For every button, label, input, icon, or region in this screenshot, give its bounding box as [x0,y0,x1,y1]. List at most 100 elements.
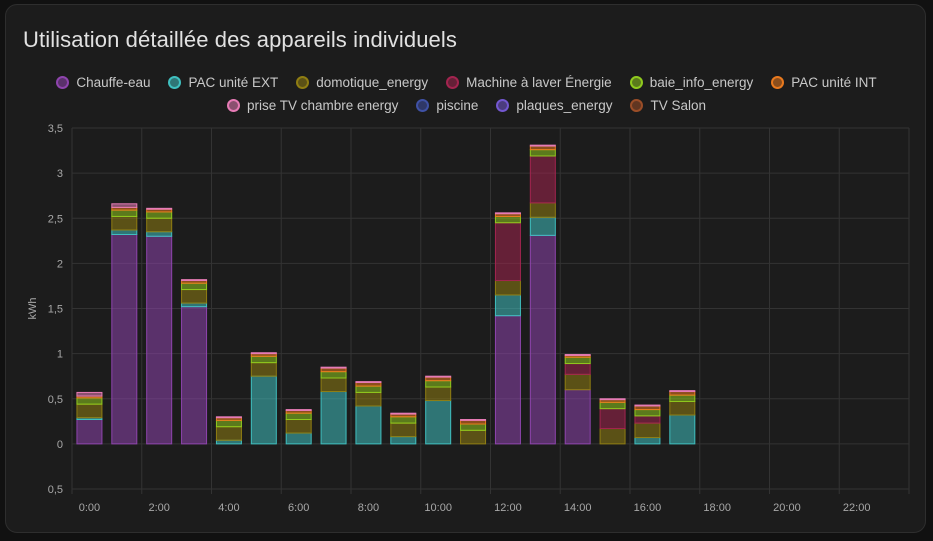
bar-segment[interactable] [76,403,103,419]
bar-segment[interactable] [425,375,452,378]
bar-segment[interactable] [634,404,661,407]
legend-item[interactable]: PAC unité EXT [168,73,278,92]
bar-segment[interactable] [460,429,487,445]
bar-segment[interactable] [320,371,347,379]
bar-segment[interactable] [564,373,591,391]
bar-segment[interactable] [111,229,138,235]
bar-segment[interactable] [669,394,696,402]
bar-segment[interactable] [320,366,347,369]
bar-segment[interactable] [494,212,521,215]
legend-item[interactable]: baie_info_energy [629,73,753,92]
legend-item[interactable]: TV Salon [630,96,706,115]
bar-segment[interactable] [250,352,277,355]
bar-segment[interactable] [529,144,556,147]
bar-segment[interactable] [146,211,173,219]
bar-segment[interactable] [529,145,556,151]
bar-segment[interactable] [634,415,661,424]
bar-segment[interactable] [460,419,487,421]
legend-item[interactable]: plaques_energy [496,96,612,115]
bar-segment[interactable] [285,432,312,445]
bar-segment[interactable] [111,233,138,445]
bar-segment[interactable] [285,419,312,434]
legend-item[interactable]: Chauffe-eau [56,73,150,92]
legend-item[interactable]: piscine [416,96,478,115]
bar-segment[interactable] [425,376,452,382]
bar-segment[interactable] [669,390,696,393]
bar-segment[interactable] [355,382,382,387]
bar-segment[interactable] [425,380,452,388]
bar-segment[interactable] [390,422,417,438]
legend-item[interactable]: prise TV chambre energy [227,96,398,115]
bar-segment[interactable] [355,405,382,445]
bar-segment[interactable] [529,155,556,204]
bar-segment[interactable] [76,391,103,397]
bar-segment[interactable] [494,294,521,317]
bar-segment[interactable] [390,416,417,424]
bar-segment[interactable] [111,203,138,208]
bar-segment[interactable] [215,419,242,428]
bar-segment[interactable] [669,414,696,445]
bar-segment[interactable] [111,215,138,231]
bar-segment[interactable] [111,209,138,217]
bar-segment[interactable] [564,354,591,356]
bar-segment[interactable] [390,412,417,415]
bar-segment[interactable] [634,409,661,417]
bar-segment[interactable] [355,385,382,393]
bar-segment[interactable] [669,400,696,416]
bar-segment[interactable] [285,409,312,411]
legend-item[interactable]: domotique_energy [296,73,428,92]
bar-segment[interactable] [529,234,556,445]
bar-segment[interactable] [250,355,277,364]
bar-segment[interactable] [599,398,626,401]
bar-segment[interactable] [181,302,208,308]
bar-segment[interactable] [355,381,382,384]
legend-item[interactable]: Machine à laver Énergie [446,73,612,92]
bar-segment[interactable] [494,315,521,445]
bar-segment[interactable] [529,216,556,236]
x-tick-label: 0:00 [79,502,100,514]
legend-item[interactable]: PAC unité INT [771,73,877,92]
bar-segment[interactable] [494,280,521,296]
bar-segment[interactable] [669,391,696,396]
bar-segment[interactable] [285,412,312,421]
legend-swatch [56,76,70,89]
chart-legend: Chauffe-eau PAC unité EXT domotique_energy… [6,73,927,115]
bar-segment[interactable] [146,207,173,210]
bar-segment[interactable] [494,215,521,224]
bar-segment[interactable] [146,231,173,237]
bar-segment[interactable] [320,377,347,393]
bar-segment[interactable] [320,367,347,373]
bar-segment[interactable] [76,419,103,445]
bar-segment[interactable] [320,391,347,445]
bar-segment[interactable] [494,222,521,282]
bar-segment[interactable] [634,422,661,439]
bar-segment[interactable] [181,282,208,291]
bar-segment[interactable] [76,397,103,405]
bar-segment[interactable] [146,217,173,233]
bar-segment[interactable] [564,389,591,445]
bar-segment[interactable] [564,363,591,375]
bar-segment[interactable] [634,405,661,411]
bar-segment[interactable] [390,436,417,445]
bar-segment[interactable] [599,408,626,430]
bar-segment[interactable] [634,437,661,445]
bar-segment[interactable] [250,362,277,377]
bar-segment[interactable] [529,149,556,157]
bar-segment[interactable] [460,423,487,431]
bar-segment[interactable] [181,279,208,282]
bar-segment[interactable] [599,428,626,445]
bar-segment[interactable] [564,356,591,365]
bar-segment[interactable] [181,306,208,445]
bar-segment[interactable] [215,416,242,419]
bar-segment[interactable] [181,289,208,304]
bar-segment[interactable] [215,439,242,445]
bar-segment[interactable] [425,400,452,445]
bar-segment[interactable] [460,419,487,425]
bar-segment[interactable] [250,375,277,445]
bar-segment[interactable] [425,386,452,402]
bar-segment[interactable] [599,401,626,410]
bar-segment[interactable] [529,202,556,218]
bar-segment[interactable] [215,426,242,441]
bar-segment[interactable] [355,391,382,407]
bar-segment[interactable] [146,235,173,445]
